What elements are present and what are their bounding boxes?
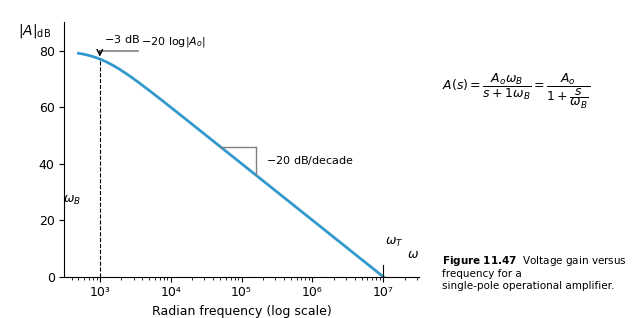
Text: $-20\ \log|A_o|$: $-20\ \log|A_o|$ xyxy=(141,35,205,49)
Text: $\omega$: $\omega$ xyxy=(408,247,419,260)
Text: $-20\ \rm dB/decade$: $-20\ \rm dB/decade$ xyxy=(267,154,354,167)
Text: $\omega_B$: $\omega_B$ xyxy=(64,194,81,207)
X-axis label: Radian frequency (log scale): Radian frequency (log scale) xyxy=(151,305,332,318)
Text: $\omega_T$: $\omega_T$ xyxy=(384,236,403,249)
Text: $-3\ \rm dB$: $-3\ \rm dB$ xyxy=(104,33,140,45)
Text: $\bf{Figure\ 11.47}$  Voltage gain versus frequency for a
single-pole operationa: $\bf{Figure\ 11.47}$ Voltage gain versus… xyxy=(442,254,627,291)
Text: $A(s) = \dfrac{A_o\omega_B}{s + 1\omega_B} = \dfrac{A_o}{1 + \dfrac{s}{\omega_B}: $A(s) = \dfrac{A_o\omega_B}{s + 1\omega_… xyxy=(442,72,590,111)
Text: $|A|_{\rm dB}$: $|A|_{\rm dB}$ xyxy=(18,22,52,40)
